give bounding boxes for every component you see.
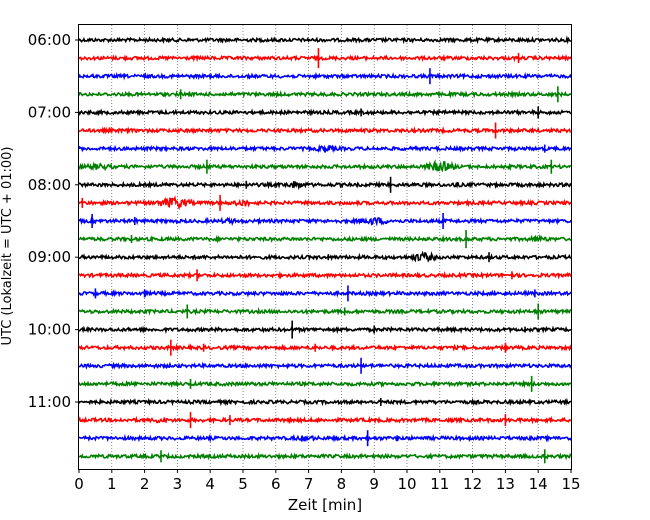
- x-tick-label: 8: [337, 475, 347, 493]
- x-tick-label: 5: [238, 475, 248, 493]
- seismic-trace: [78, 125, 572, 135]
- y-tick-label: 11:00: [28, 393, 71, 411]
- seismic-trace: [78, 159, 572, 173]
- y-tick-label: 07:00: [28, 103, 71, 121]
- x-axis-label: Zeit [min]: [288, 496, 362, 514]
- x-tick-label: 2: [140, 475, 150, 493]
- seismic-trace: [78, 216, 572, 227]
- x-tick-label: 13: [496, 475, 515, 493]
- seismic-trace: [78, 35, 572, 45]
- seismic-trace: [78, 89, 572, 99]
- seismic-trace: [78, 233, 572, 244]
- seismic-trace: [78, 306, 572, 316]
- seismic-trace: [78, 397, 572, 407]
- y-axis-label: UTC (Lokalzeit = UTC + 01:00): [0, 147, 15, 346]
- seismic-trace: [78, 250, 572, 263]
- seismic-trace: [78, 180, 572, 191]
- x-grid-lines: [111, 25, 539, 469]
- seismic-trace: [78, 143, 572, 154]
- plot-frame: [78, 24, 572, 470]
- y-tick-label: 06:00: [28, 31, 71, 49]
- seismic-trace: [78, 415, 572, 425]
- x-tick-label: 1: [107, 475, 117, 493]
- x-tick-label: 0: [74, 475, 84, 493]
- x-tick-label: 4: [205, 475, 215, 493]
- x-tick-label: 6: [271, 475, 281, 493]
- x-tick-label: 3: [173, 475, 183, 493]
- seismic-trace: [78, 433, 572, 443]
- x-axis-ticks: 0 1 2 3 4 5 6 7 8 9 10 11 12 13 14 15: [74, 469, 581, 493]
- x-tick-label: 14: [529, 475, 548, 493]
- seismic-trace: [78, 343, 572, 352]
- x-tick-label: 12: [463, 475, 482, 493]
- seismic-trace: [78, 361, 572, 370]
- seismic-trace: [78, 71, 572, 81]
- y-tick-label: 08:00: [28, 176, 71, 194]
- y-tick-label: 10:00: [28, 321, 71, 339]
- seismic-trace: [78, 451, 572, 461]
- x-tick-label: 15: [561, 475, 580, 493]
- x-tick-label: 7: [304, 475, 314, 493]
- seismic-traces: [78, 35, 572, 464]
- seismic-trace: [78, 289, 572, 298]
- seismic-trace: [78, 379, 572, 389]
- x-tick-label: 10: [397, 475, 416, 493]
- seismic-trace: [78, 270, 572, 280]
- x-tick-label: 9: [369, 475, 379, 493]
- x-tick-label: 11: [430, 475, 449, 493]
- seismic-trace: [78, 108, 572, 117]
- y-axis-ticks: 06:00 07:00 08:00 09:00 10:00 11:00: [28, 31, 79, 411]
- y-tick-label: 09:00: [28, 248, 71, 266]
- seismic-trace: [78, 195, 572, 211]
- seismic-trace: [78, 325, 572, 335]
- seismic-trace: [78, 53, 572, 63]
